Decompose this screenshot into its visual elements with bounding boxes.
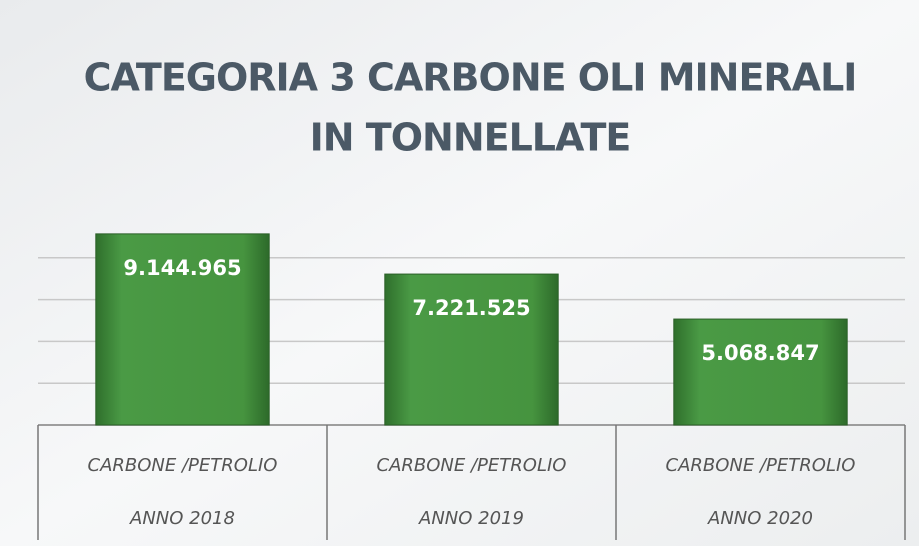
- chart-title: CATEGORIA 3 CARBONE OLI MINERALI: [84, 56, 857, 100]
- x-tick-label: CARBONE /PETROLIO: [88, 455, 278, 476]
- value-label: 5.068.847: [701, 341, 819, 365]
- bar: [95, 233, 270, 426]
- bar: [673, 318, 848, 426]
- bar: [384, 273, 559, 426]
- x-tick-label: CARBONE /PETROLIO: [377, 455, 567, 476]
- chart-title: IN TONNELLATE: [310, 116, 631, 160]
- x-tick-label: ANNO 2019: [418, 508, 524, 529]
- x-tick-label: ANNO 2018: [129, 508, 235, 529]
- value-label: 7.221.525: [412, 296, 530, 320]
- value-label: 9.144.965: [123, 256, 241, 280]
- x-tick-label: CARBONE /PETROLIO: [666, 455, 856, 476]
- x-tick-label: ANNO 2020: [707, 508, 813, 529]
